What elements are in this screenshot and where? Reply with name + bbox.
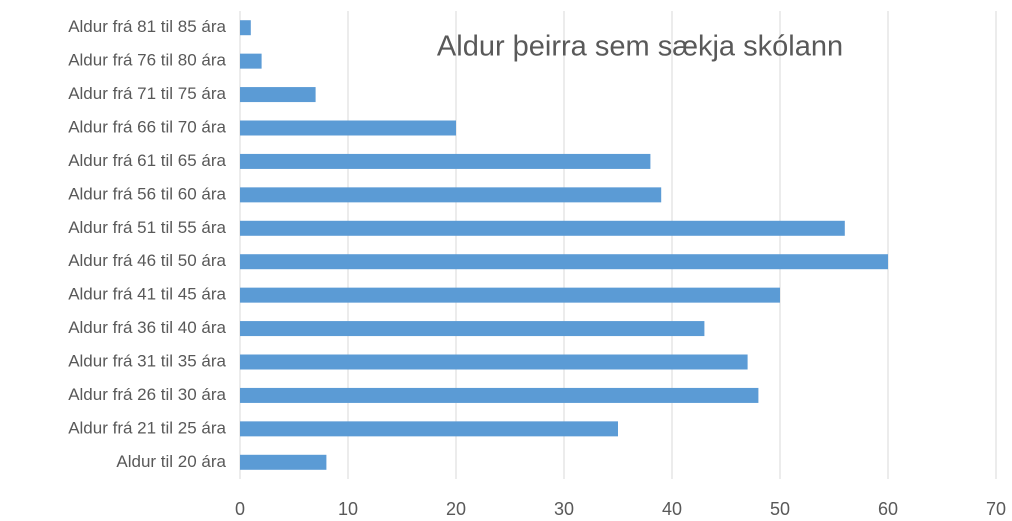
x-tick-label: 70: [986, 499, 1006, 519]
y-tick-label: Aldur til 20 ára: [116, 452, 226, 471]
bar: [240, 153, 651, 169]
y-tick-label: Aldur frá 51 til 55 ára: [68, 218, 226, 237]
bar: [240, 120, 456, 136]
bar: [240, 354, 748, 370]
bar: [240, 87, 316, 103]
chart-title: Aldur þeirra sem sækja skólann: [437, 31, 843, 63]
y-tick-label: Aldur frá 81 til 85 ára: [68, 17, 226, 36]
bar: [240, 387, 759, 403]
y-tick-label: Aldur frá 46 til 50 ára: [68, 251, 226, 270]
bar: [240, 287, 780, 303]
y-tick-label: Aldur frá 26 til 30 ára: [68, 385, 226, 404]
x-tick-label: 10: [338, 499, 358, 519]
bar: [240, 220, 845, 236]
x-tick-label: 20: [446, 499, 466, 519]
y-tick-label: Aldur frá 61 til 65 ára: [68, 151, 226, 170]
bar: [240, 421, 618, 437]
x-tick-label: 60: [878, 499, 898, 519]
y-tick-label: Aldur frá 36 til 40 ára: [68, 318, 226, 337]
x-tick-label: 30: [554, 499, 574, 519]
y-tick-label: Aldur frá 56 til 60 ára: [68, 184, 226, 203]
y-tick-label: Aldur frá 71 til 75 ára: [68, 84, 226, 103]
y-tick-label: Aldur frá 66 til 70 ára: [68, 117, 226, 136]
bar: [240, 187, 662, 203]
x-tick-label: 40: [662, 499, 682, 519]
x-tick-label: 0: [235, 499, 245, 519]
bar: [240, 321, 705, 337]
bar: [240, 20, 251, 36]
bar: [240, 254, 888, 270]
y-tick-label: Aldur frá 31 til 35 ára: [68, 351, 226, 370]
bar: [240, 454, 327, 470]
y-tick-label: Aldur frá 76 til 80 ára: [68, 51, 226, 70]
y-tick-label: Aldur frá 41 til 45 ára: [68, 285, 226, 304]
x-tick-label: 50: [770, 499, 790, 519]
bar: [240, 53, 262, 69]
y-tick-label: Aldur frá 21 til 25 ára: [68, 418, 226, 437]
